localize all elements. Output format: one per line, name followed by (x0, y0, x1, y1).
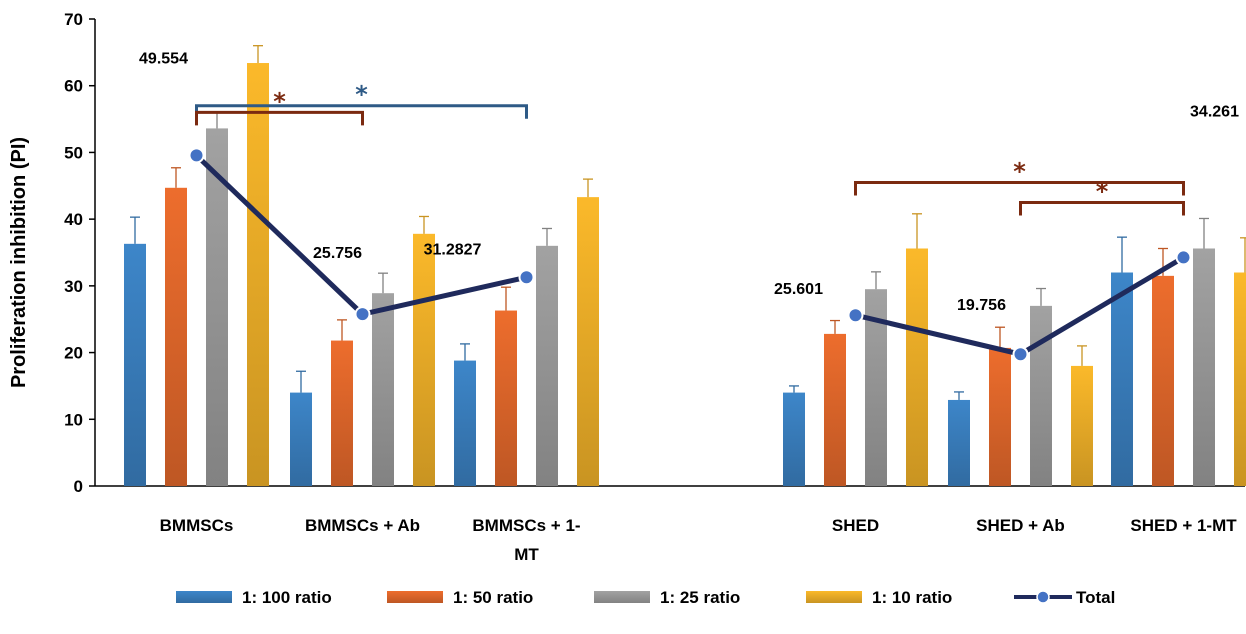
bar (1234, 272, 1246, 486)
total-data-label: 34.261 (1190, 103, 1239, 120)
total-data-label: 25.756 (313, 245, 362, 262)
total-marker (518, 269, 535, 286)
category-label: BMMSCs + 1- (472, 516, 580, 535)
y-tick-label: 30 (64, 277, 83, 296)
total-marker (847, 307, 864, 324)
significance-brackets: * * * * (195, 81, 1185, 216)
bar (413, 233, 435, 486)
axes: 0 10 20 30 40 50 60 70 Proliferation inhibition … (8, 10, 1245, 564)
bar (989, 347, 1011, 486)
total-data-label: 19.756 (957, 297, 1006, 314)
category-label: BMMSCs (160, 516, 234, 535)
bar (372, 293, 394, 486)
total-line (1018, 254, 1186, 357)
legend-swatch (176, 591, 232, 603)
legend-marker (1036, 590, 1050, 604)
total-line (360, 274, 529, 317)
bar (783, 392, 805, 486)
category-label: SHED + 1-MT (1130, 516, 1237, 535)
total-marker (188, 147, 205, 164)
significance-bracket (1019, 200, 1185, 216)
bar (948, 399, 970, 486)
legend-swatch (806, 591, 862, 603)
significance-star: * (1013, 157, 1026, 185)
bar (824, 333, 846, 486)
bar (206, 128, 228, 486)
bar (536, 245, 558, 486)
labels: 49.554 25.756 31.2827 25.601 19.756 34.261 (139, 50, 1239, 314)
bar (1030, 305, 1052, 486)
bar (454, 360, 476, 486)
significance-star: * (1096, 177, 1109, 205)
y-tick-label: 60 (64, 77, 83, 96)
category-label: SHED (832, 516, 879, 535)
total-marker (1012, 346, 1029, 363)
bar (865, 289, 887, 486)
category-label: SHED + Ab (976, 516, 1065, 535)
bar (1152, 275, 1174, 486)
y-tick-label: 40 (64, 210, 83, 229)
category-label: MT (514, 545, 539, 564)
bars (124, 63, 1246, 486)
significance-star: * (355, 81, 368, 109)
significance-star: * (273, 87, 286, 115)
legend-swatch (387, 591, 443, 603)
category-label: BMMSCs + Ab (305, 516, 420, 535)
error-bars (130, 45, 1246, 400)
bar (331, 340, 353, 486)
bar (1193, 248, 1215, 486)
bar (906, 248, 928, 486)
bar (1071, 365, 1093, 486)
total-data-label: 49.554 (139, 50, 188, 67)
y-axis-label: Proliferation inhibition (PI) (8, 137, 30, 388)
legend-label: 1: 25 ratio (660, 588, 740, 607)
total-marker (1175, 249, 1192, 266)
bar (247, 63, 269, 486)
y-tick-label: 50 (64, 143, 83, 162)
total-line (853, 312, 1023, 357)
bar (290, 392, 312, 486)
bar (124, 243, 146, 486)
total-line (194, 152, 365, 317)
total-data-label: 25.601 (774, 281, 823, 298)
total-marker (354, 306, 371, 323)
legend-label: 1: 50 ratio (453, 588, 533, 607)
legend: 1: 100 ratio 1: 50 ratio 1: 25 ratio 1: 10 … (176, 588, 1115, 607)
total-data-label: 31.2827 (424, 241, 482, 258)
bar (495, 310, 517, 486)
y-tick-label: 20 (64, 344, 83, 363)
significance-bracket (195, 110, 364, 126)
legend-swatch (594, 591, 650, 603)
bar (165, 187, 187, 486)
bar (1111, 272, 1133, 486)
bar (577, 197, 599, 486)
y-tick-label: 0 (74, 477, 83, 496)
y-tick-label: 10 (64, 410, 83, 429)
significance-bracket (854, 180, 1185, 196)
legend-label: 1: 100 ratio (242, 588, 332, 607)
y-tick-label: 70 (64, 10, 83, 29)
legend-label: Total (1076, 588, 1115, 607)
total-series (188, 147, 1192, 363)
legend-label: 1: 10 ratio (872, 588, 952, 607)
